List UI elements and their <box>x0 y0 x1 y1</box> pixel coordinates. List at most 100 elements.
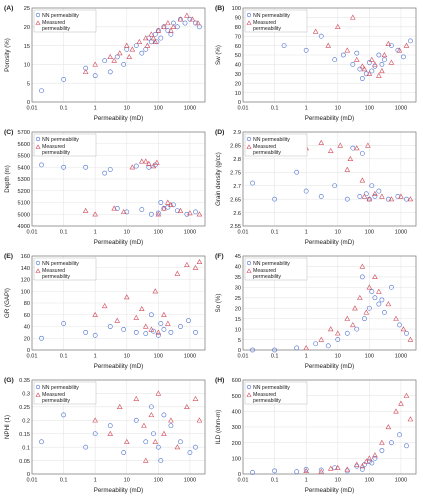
nn-point <box>354 326 360 332</box>
measured-point <box>107 430 114 436</box>
measured-point <box>92 311 98 317</box>
nn-point <box>61 321 66 326</box>
nn-point <box>92 332 98 338</box>
measured-point <box>152 38 159 44</box>
legend-measured-label-line2: permeability <box>42 398 70 404</box>
nn-point <box>133 43 139 48</box>
measured-point <box>82 69 89 75</box>
nn-point <box>171 20 176 26</box>
nn-point <box>148 404 154 410</box>
legend-measured-marker <box>35 20 41 25</box>
y-axis-label: NPHI (1) <box>4 415 11 439</box>
measured-point <box>359 263 366 269</box>
nn-point <box>294 469 300 475</box>
chart-panel: 0 10 20 30 40 50 60 70 80 90 100 0.01 0.1 1 10 100 1000 P… <box>215 5 417 122</box>
nn-point <box>83 444 89 450</box>
nn-point <box>389 440 394 446</box>
nn-point <box>186 318 191 324</box>
nn-point <box>143 331 149 336</box>
y-tick-label: 4900 <box>18 224 30 230</box>
measured-point <box>398 193 404 199</box>
x-axis-label: Permeability (mD) <box>305 487 355 494</box>
x-tick-label: 100 <box>365 478 374 484</box>
measured-point <box>381 52 388 58</box>
y-tick-label: 2.8 <box>233 157 241 163</box>
nn-point <box>174 24 180 30</box>
y-tick-label: 50 <box>235 53 241 59</box>
measured-point <box>327 147 334 153</box>
nn-point <box>151 431 156 437</box>
measured-point <box>155 211 162 217</box>
measured-point <box>129 164 136 170</box>
measured-point <box>379 68 385 74</box>
x-tick-label: 1 <box>305 478 308 484</box>
x-tick-label: 0.01 <box>238 354 249 360</box>
nn-point <box>382 310 387 315</box>
nn-point <box>161 412 167 418</box>
nn-point <box>107 324 113 329</box>
x-tick-label: 100 <box>365 354 374 360</box>
nn-point <box>121 450 127 455</box>
measured-point <box>196 211 203 217</box>
x-tick-label: 100 <box>365 106 374 112</box>
measured-point <box>393 408 399 414</box>
nn-point <box>379 62 385 67</box>
legend-measured-label: Measured <box>42 144 65 150</box>
chart-panel: 4900 5000 5100 5200 5300 5400 5500 5600 5700 0.01… <box>4 129 206 246</box>
measured-point <box>177 16 184 22</box>
x-tick-label: 0.01 <box>27 106 38 112</box>
measured-point <box>161 23 167 29</box>
nn-point <box>354 50 360 56</box>
x-tick-label: 0.01 <box>27 478 38 484</box>
nn-point <box>158 200 164 205</box>
nn-point <box>107 69 113 75</box>
x-tick-label: 100 <box>365 230 374 236</box>
nn-point <box>363 191 369 197</box>
x-tick-label: 1000 <box>395 354 407 360</box>
y-tick-label: 0.3 <box>22 392 30 398</box>
nn-point <box>369 68 375 74</box>
x-tick-label: 0.01 <box>27 354 38 360</box>
measured-point <box>376 72 382 78</box>
nn-point <box>303 47 309 53</box>
y-tick-label: 40 <box>235 265 241 271</box>
x-tick-label: 1 <box>94 230 97 236</box>
measured-point <box>133 395 140 401</box>
nn-point <box>294 169 300 175</box>
y-tick-label: 0 <box>238 348 241 354</box>
legend-measured-marker <box>35 392 41 397</box>
measured-point <box>366 284 373 290</box>
measured-point <box>92 417 98 423</box>
measured-point <box>187 210 193 216</box>
measured-point <box>372 61 378 67</box>
measured-point <box>123 42 130 48</box>
nn-point <box>61 77 66 82</box>
y-tick-label: 20 <box>24 336 30 342</box>
nn-point <box>107 423 113 429</box>
measured-point <box>347 155 354 161</box>
measured-point <box>126 53 133 60</box>
x-tick-label: 10 <box>335 478 341 484</box>
nn-point <box>61 412 66 418</box>
plot-frame <box>242 255 417 351</box>
y-tick-label: 100 <box>21 289 30 295</box>
measured-point <box>357 294 363 300</box>
y-tick-label: 0 <box>27 472 30 478</box>
nn-point <box>372 194 378 199</box>
nn-point <box>250 470 255 475</box>
y-tick-label: 35 <box>235 275 241 281</box>
measured-point <box>133 314 140 320</box>
legend-measured-label: Measured <box>253 268 276 274</box>
nn-point <box>318 467 324 473</box>
measured-point <box>195 20 201 26</box>
nn-point <box>359 151 365 156</box>
measured-point <box>196 417 203 423</box>
x-tick-label: 10 <box>124 354 130 360</box>
nn-point <box>376 188 382 194</box>
measured-point <box>366 70 373 76</box>
legend-measured-label: Measured <box>42 268 65 274</box>
measured-point <box>372 190 378 196</box>
x-tick-label: 1000 <box>395 478 407 484</box>
measured-point <box>148 411 155 418</box>
nn-point <box>397 322 402 328</box>
